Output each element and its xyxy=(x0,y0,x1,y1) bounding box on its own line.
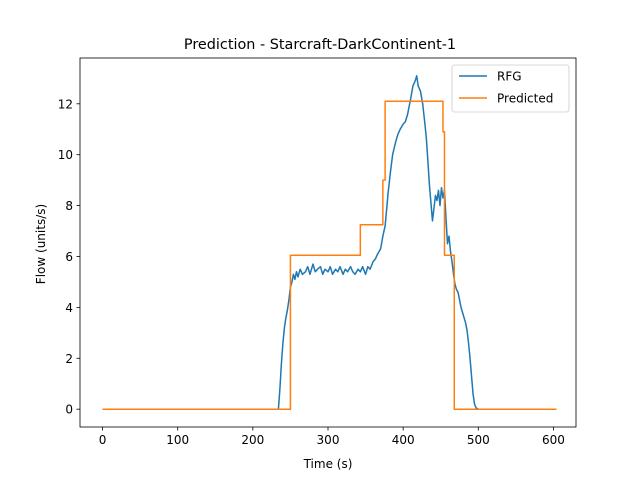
y-tick-label: 4 xyxy=(65,301,73,315)
legend: RFG Predicted xyxy=(451,64,570,113)
y-axis-label: Flow (units/s) xyxy=(34,204,48,284)
y-tick-label: 6 xyxy=(65,250,73,264)
y-tick-label: 12 xyxy=(58,97,73,111)
y-tick-label: 2 xyxy=(65,352,73,366)
x-tick-label: 0 xyxy=(99,433,107,447)
x-tick-label: 200 xyxy=(241,433,264,447)
x-tick-label: 600 xyxy=(542,433,565,447)
chart-title: Prediction - Starcraft-DarkContinent-1 xyxy=(184,37,456,53)
x-tick-label: 500 xyxy=(467,433,490,447)
y-tick-label: 10 xyxy=(58,148,73,162)
x-axis-label: Time (s) xyxy=(303,457,353,471)
legend-label-rfg: RFG xyxy=(497,70,522,84)
y-tick-label: 8 xyxy=(65,199,73,213)
legend-label-predicted: Predicted xyxy=(497,92,553,106)
x-tick-label: 300 xyxy=(317,433,340,447)
series-line-predicted xyxy=(102,100,557,410)
y-tick-label: 0 xyxy=(65,403,73,417)
x-tick-label: 100 xyxy=(166,433,189,447)
plot-area: 0 100 200 300 400 500 600 0 2 4 6 8 10 12 xyxy=(58,57,577,447)
x-tick-label: 400 xyxy=(392,433,415,447)
